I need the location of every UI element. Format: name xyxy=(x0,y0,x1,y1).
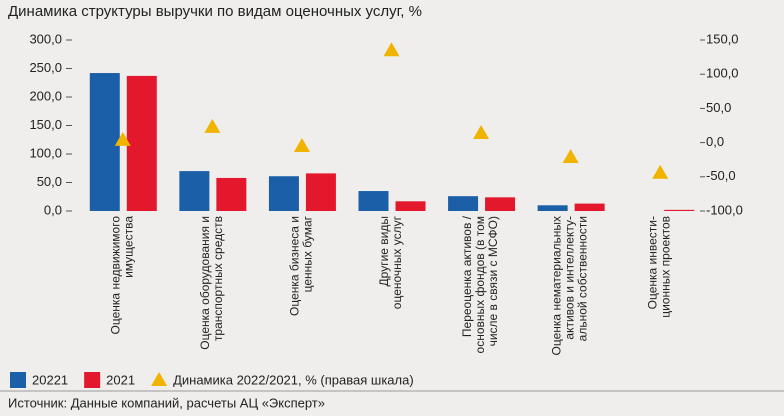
bar xyxy=(358,191,389,211)
x-tick-label: Переоценка активов /основных фондов (в т… xyxy=(460,215,500,353)
chart-title: Динамика структуры выручки по видам оцен… xyxy=(8,3,422,20)
legend-label: 2021 xyxy=(106,372,135,387)
bar xyxy=(537,205,568,211)
y-tick-label: 150,0 xyxy=(29,117,62,132)
source: Источник: Данные компаний, расчеты АЦ «Э… xyxy=(8,395,325,410)
legend-swatch xyxy=(10,372,26,388)
marker xyxy=(562,148,579,163)
y-tick-label: 50,0 xyxy=(37,174,62,189)
marker xyxy=(383,42,400,57)
marker xyxy=(114,131,131,146)
bar xyxy=(395,201,426,211)
legend-swatch xyxy=(84,372,101,388)
bar xyxy=(664,209,695,211)
marker xyxy=(293,138,310,153)
bar xyxy=(574,203,605,211)
y2-tick-label: 100,0 xyxy=(706,66,739,81)
y-tick-label: 200,0 xyxy=(29,88,62,103)
y2-tick-label: 150,0 xyxy=(706,31,739,46)
marker xyxy=(473,125,490,140)
bar xyxy=(126,75,157,211)
x-tick-label: Оценка недвижимогоимущества xyxy=(108,216,135,335)
y2-tick-label: 0,0 xyxy=(706,134,724,149)
legend-label: Динамика 2022/2021, % (правая шкала) xyxy=(173,372,414,387)
y-tick-label: 0,0 xyxy=(44,202,62,217)
bar xyxy=(179,171,210,211)
x-tick-label: Оценка оборудования итранспортных средст… xyxy=(198,216,225,350)
x-tick-label: Оценка нематериальныхактивов и интеллект… xyxy=(550,216,590,355)
y-tick-label: 100,0 xyxy=(29,145,62,160)
legend-label: 20221 xyxy=(32,372,68,387)
marker xyxy=(652,164,669,179)
legend-marker xyxy=(151,372,168,386)
x-tick-label: Оценка бизнеса иценных бумаг xyxy=(288,215,315,316)
x-tick-label: Оценка инвести-ционных проектов xyxy=(646,216,673,318)
bar xyxy=(485,197,516,211)
y-tick-label: 300,0 xyxy=(29,31,62,46)
y-tick-label: 250,0 xyxy=(29,60,62,75)
bar xyxy=(305,173,336,211)
y2-tick-label: 50,0 xyxy=(706,100,731,115)
bar xyxy=(216,177,247,211)
bar xyxy=(268,176,299,211)
y2-tick-label: -100,0 xyxy=(706,202,743,217)
x-tick-label: Другие видыоценочных услуг xyxy=(377,215,404,309)
bar xyxy=(89,73,120,211)
marker xyxy=(204,118,221,133)
bar xyxy=(448,196,479,211)
y2-tick-label: -50,0 xyxy=(706,168,736,183)
